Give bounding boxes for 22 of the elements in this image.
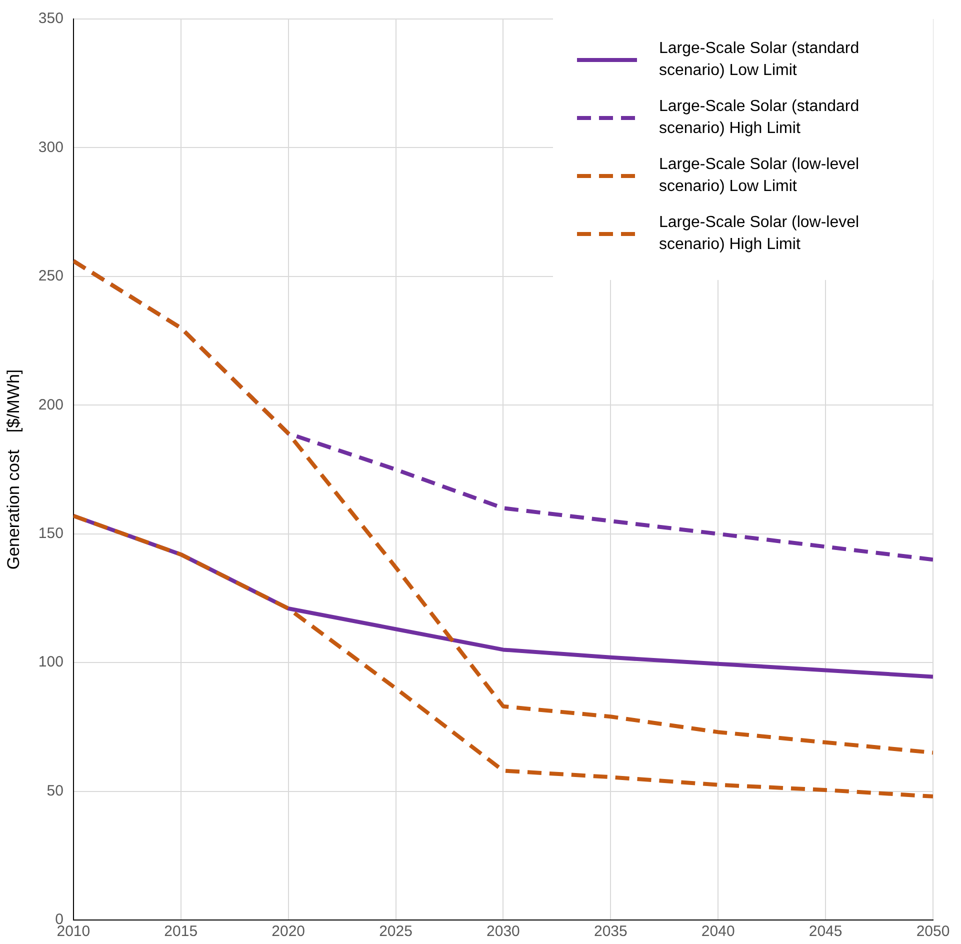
y-tick-label: 350 xyxy=(38,10,64,28)
x-tick-label: 2025 xyxy=(379,923,412,940)
y-tick-label: 250 xyxy=(38,268,64,285)
y-tick-label: 50 xyxy=(46,782,64,800)
line-series xyxy=(73,258,933,755)
legend-label: Large-Scale Solar (standard scenario) High Limit xyxy=(659,97,860,139)
legend-label: Large-Scale Solar (low-level scenario) Low Limit xyxy=(659,155,860,197)
legend-label: Large-Scale Solar (standard scenario) Low Limit xyxy=(659,39,860,81)
x-tick-label: 2050 xyxy=(916,923,950,940)
y-tick-label: 200 xyxy=(38,396,64,414)
y-tick-label: 300 xyxy=(38,138,64,156)
legend-label: Large-Scale Solar (low-level scenario) High Limit xyxy=(659,213,860,255)
x-tick-label: 2030 xyxy=(486,923,520,940)
y-tick-label: 100 xyxy=(38,654,64,671)
x-tick-label: 2035 xyxy=(594,923,628,940)
y-axis-title: Generation cost [$/MWh] xyxy=(4,369,23,570)
x-tick-label: 2040 xyxy=(701,923,735,940)
x-tick-label: 2045 xyxy=(808,923,842,940)
y-tick-label: 150 xyxy=(38,525,64,542)
x-tick-label: 2020 xyxy=(272,923,306,940)
line-series xyxy=(73,514,933,798)
x-tick-label: 2015 xyxy=(164,923,198,940)
